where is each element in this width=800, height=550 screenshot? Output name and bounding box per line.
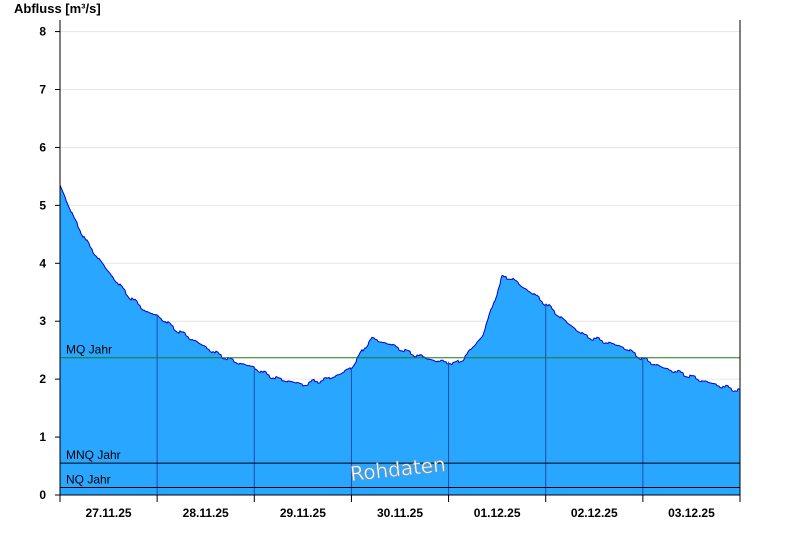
x-tick-label: 02.12.25 xyxy=(571,506,618,520)
x-tick-label: 30.11.25 xyxy=(377,506,423,520)
y-tick-label: 4 xyxy=(39,256,46,270)
series-area-layer xyxy=(59,184,741,495)
y-tick-label: 2 xyxy=(39,372,46,386)
y-tick-label: 8 xyxy=(39,25,46,39)
x-tick-label: 03.12.25 xyxy=(668,506,715,520)
y-tick-labels: 0 1 2 3 4 5 6 7 8 xyxy=(39,25,60,502)
x-tick-label: 01.12.25 xyxy=(474,506,521,520)
y-tick-label: 3 xyxy=(39,314,46,328)
axes xyxy=(59,20,741,496)
x-tick-label: 29.11.25 xyxy=(280,506,326,520)
y-axis-title: Abfluss [m³/s] xyxy=(14,1,101,16)
nq-jahr-label: NQ Jahr xyxy=(66,472,111,486)
x-tick-label: 27.11.25 xyxy=(86,506,132,520)
mnq-jahr-label: MNQ Jahr xyxy=(66,448,121,462)
y-tick-label: 5 xyxy=(39,198,46,212)
reference-lines: MQ Jahr MNQ Jahr NQ Jahr xyxy=(60,343,740,488)
y-tick-label: 6 xyxy=(39,140,46,154)
y-tick-label: 1 xyxy=(39,430,46,444)
y-tick-label: 0 xyxy=(39,488,46,502)
x-tick-labels: 27.11.25 28.11.25 29.11.25 30.11.25 01.12.25… xyxy=(59,495,741,520)
mq-jahr-label: MQ Jahr xyxy=(66,343,112,357)
discharge-line xyxy=(59,184,741,392)
x-tick-label: 28.11.25 xyxy=(183,506,229,520)
y-tick-label: 7 xyxy=(39,83,46,97)
discharge-area xyxy=(60,185,740,495)
